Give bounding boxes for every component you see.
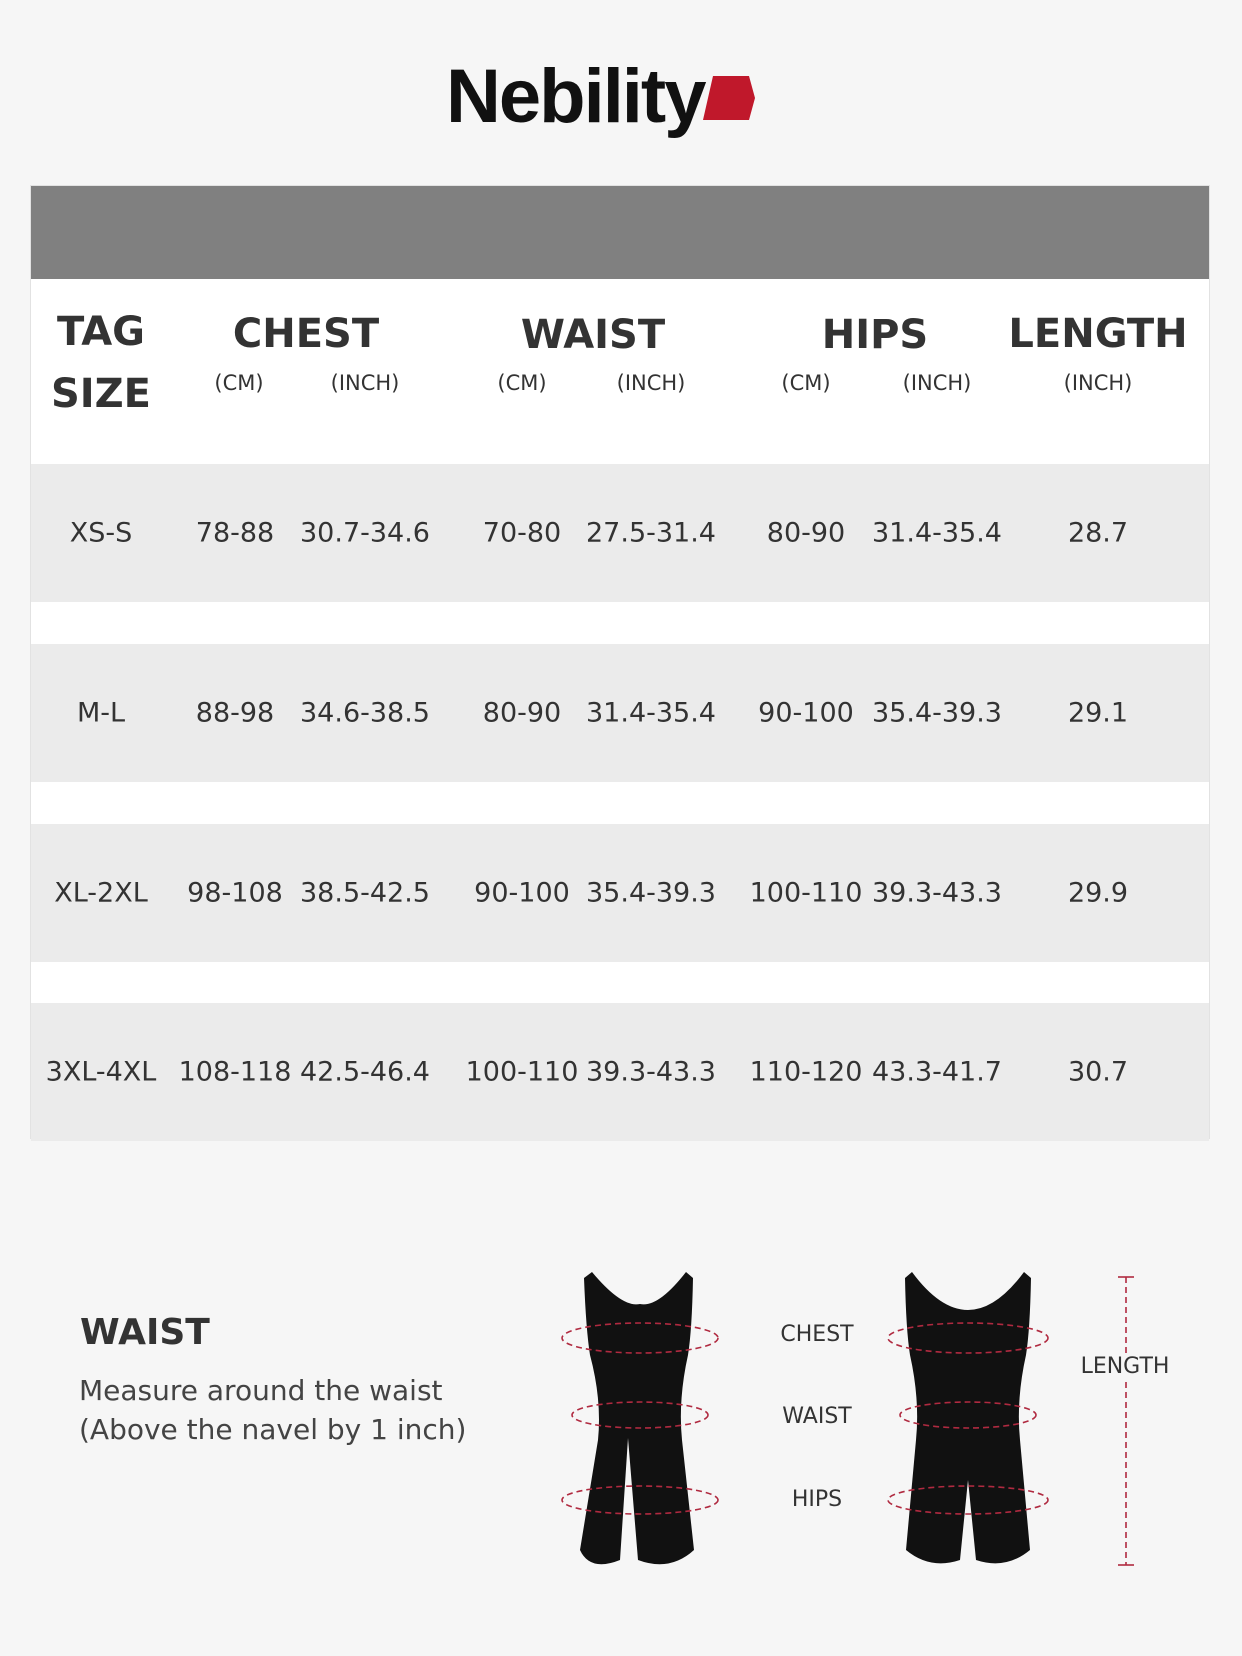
guide-line-1: Measure around the waist	[79, 1374, 443, 1407]
cell-hips-in: 35.4-39.3	[872, 697, 1002, 729]
size-chart-table: TAG SIZE CHEST WAIST HIPS LENGTH (CM) (I…	[30, 185, 1210, 1141]
cell-length-in: 30.7	[1067, 1056, 1129, 1088]
cell-size: 3XL-4XL	[45, 1056, 157, 1088]
cell-chest-in: 34.6-38.5	[300, 697, 430, 729]
cell-length-in: 29.1	[1067, 697, 1129, 729]
waist-cm-unit: (CM)	[497, 371, 547, 395]
cell-waist-cm: 80-90	[482, 697, 562, 729]
cell-size: XS-S	[69, 517, 133, 549]
header-hips: HIPS	[821, 312, 929, 358]
brand-name: Nebility	[446, 54, 706, 139]
cell-waist-cm: 100-110	[465, 1056, 579, 1088]
logo-flag-icon	[702, 76, 755, 120]
cell-chest-cm: 88-98	[195, 697, 275, 729]
chest-inch-unit: (INCH)	[330, 371, 400, 395]
bodysuit-front-image	[580, 1272, 694, 1565]
guide-title: WAIST	[80, 1312, 210, 1353]
header-chest: CHEST	[232, 311, 380, 357]
cell-hips-cm: 90-100	[758, 697, 854, 729]
cell-hips-cm: 80-90	[766, 517, 846, 549]
brand-logo: Nebility	[446, 52, 755, 142]
bodysuit-measurement-figure	[561, 1272, 1134, 1566]
cell-hips-in: 43.3-41.7	[872, 1056, 1002, 1088]
label-hips: HIPS	[791, 1487, 843, 1512]
table-header-bar	[31, 186, 1209, 279]
table-row: XS-S 78-88 30.7-34.6 70-80 27.5-31.4 80-90 31.…	[31, 464, 1209, 602]
cell-chest-in: 42.5-46.4	[300, 1056, 430, 1088]
cell-chest-cm: 98-108	[187, 877, 283, 909]
measure-lines	[561, 1277, 1127, 1565]
hips-inch-unit: (INCH)	[902, 371, 972, 395]
guide-line-2: (Above the navel by 1 inch)	[79, 1413, 467, 1446]
header-waist: WAIST	[520, 312, 666, 358]
cell-chest-in: 30.7-34.6	[300, 517, 430, 549]
cell-chest-cm: 108-118	[178, 1056, 292, 1088]
table-row: 3XL-4XL 108-118 42.5-46.4 100-110 39.3-43.3 1…	[31, 1003, 1209, 1141]
header-size: SIZE	[50, 371, 152, 417]
cell-hips-cm: 110-120	[749, 1056, 863, 1088]
label-waist: WAIST	[782, 1404, 852, 1429]
cell-size: XL-2XL	[54, 877, 148, 909]
cell-hips-in: 31.4-35.4	[872, 517, 1002, 549]
length-inch-unit: (INCH)	[1063, 371, 1133, 395]
label-length: LENGTH	[1080, 1354, 1170, 1379]
cell-waist-in: 39.3-43.3	[586, 1056, 716, 1088]
cell-hips-cm: 100-110	[749, 877, 863, 909]
cell-size: M-L	[76, 697, 126, 729]
cell-waist-in: 31.4-35.4	[586, 697, 716, 729]
cell-chest-in: 38.5-42.5	[300, 877, 430, 909]
cell-length-in: 29.9	[1067, 877, 1129, 909]
hips-cm-unit: (CM)	[781, 371, 831, 395]
cell-waist-in: 27.5-31.4	[586, 517, 716, 549]
cell-chest-cm: 78-88	[195, 517, 275, 549]
header-length: LENGTH	[1008, 311, 1188, 357]
cell-waist-cm: 90-100	[474, 877, 570, 909]
cell-waist-in: 35.4-39.3	[586, 877, 716, 909]
chest-cm-unit: (CM)	[214, 371, 264, 395]
label-chest: CHEST	[780, 1322, 854, 1347]
table-row: M-L 88-98 34.6-38.5 80-90 31.4-35.4 90-100 35.…	[31, 644, 1209, 782]
waist-inch-unit: (INCH)	[616, 371, 686, 395]
cell-hips-in: 39.3-43.3	[872, 877, 1002, 909]
table-header: TAG SIZE CHEST WAIST HIPS LENGTH (CM) (I…	[31, 279, 1209, 464]
cell-waist-cm: 70-80	[482, 517, 562, 549]
cell-length-in: 28.7	[1067, 517, 1129, 549]
bodysuit-back-image	[905, 1272, 1031, 1564]
table-row: XL-2XL 98-108 38.5-42.5 90-100 35.4-39.3 100-…	[31, 824, 1209, 962]
header-tag: TAG	[57, 309, 145, 355]
